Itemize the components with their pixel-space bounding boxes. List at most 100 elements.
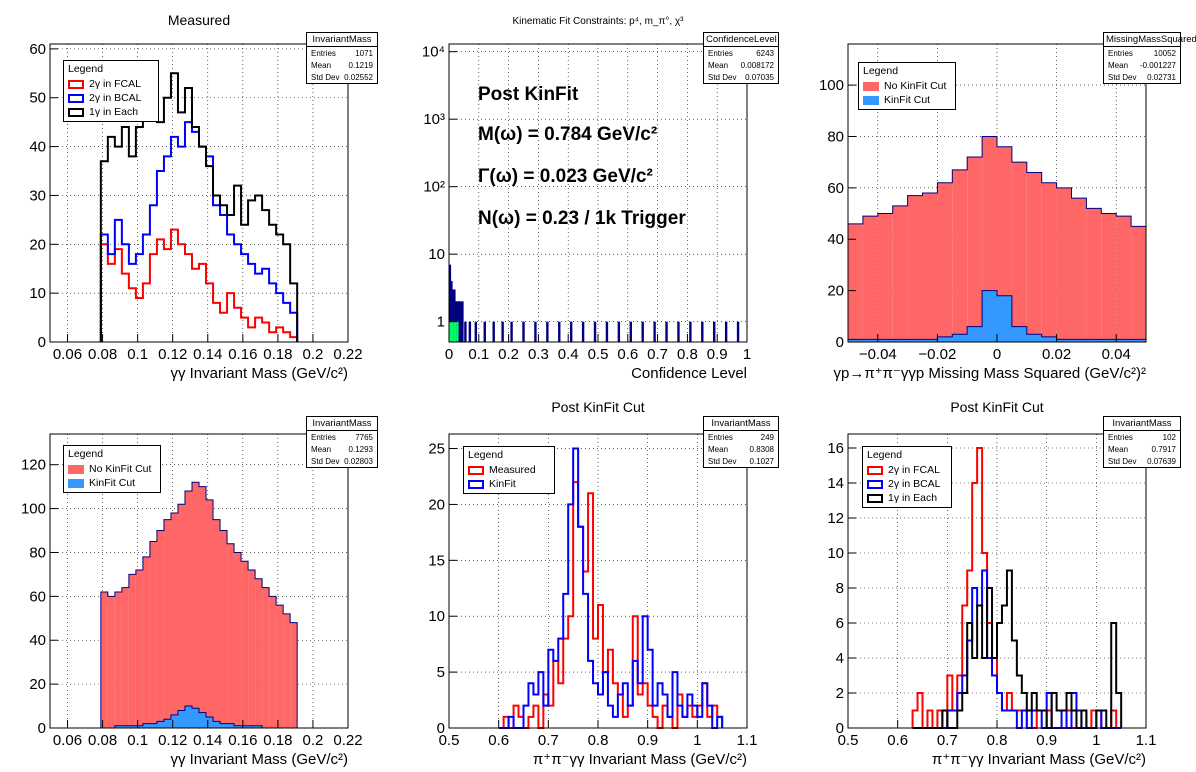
y-tick-label: 12 (827, 510, 844, 527)
x-tick-label: 0.18 (263, 346, 292, 363)
bar-nokinfit (276, 605, 284, 728)
bar-confidence (665, 321, 668, 342)
stats-key: Mean (708, 445, 729, 454)
stats-value: 7765 (355, 433, 373, 442)
bar-kinfit (1101, 339, 1117, 342)
y-tick-label: 20 (29, 236, 46, 253)
x-tick-label: 0.1 (127, 346, 148, 363)
bar-confidence (724, 321, 728, 342)
bar-kinfit (177, 710, 185, 728)
bar-confidence (736, 321, 740, 342)
x-tick-label: 0.9 (707, 346, 728, 363)
bar-kinfit (220, 723, 228, 728)
x-tick-label: 0.22 (333, 346, 362, 363)
bar-kinfit (1041, 336, 1057, 342)
bar-confidence (558, 321, 561, 342)
bar-confidence (449, 321, 452, 342)
bar-kinfit (1026, 334, 1042, 342)
stats-key: Std Dev (1108, 73, 1137, 82)
bar-kinfit (213, 721, 221, 728)
x-tick-label: 1 (743, 346, 751, 363)
x-tick-label: 0.5 (588, 346, 609, 363)
legend-box: Legend 2γ in FCAL 2γ in BCAL 1γ in Each (862, 446, 952, 508)
bar-kinfit (170, 714, 178, 728)
x-axis-label: π⁺π⁻γγ Invariant Mass (GeV/c²) (533, 751, 747, 768)
x-tick-label: 0.1 (127, 732, 148, 749)
bar-confidence (450, 281, 453, 342)
y-tick-label: 0 (38, 334, 46, 351)
y-tick-label: 20 (29, 676, 46, 693)
legend-box: Legend 2γ in FCAL 2γ in BCAL 1γ in Each (63, 60, 159, 122)
bar-nokinfit (199, 486, 207, 728)
bar-kinfit (234, 725, 242, 728)
x-tick-label: 0.8 (677, 346, 698, 363)
bar-nokinfit (206, 499, 214, 728)
y-tick-label: 0 (836, 334, 844, 351)
bar-nokinfit (1011, 162, 1027, 342)
bar-nokinfit (255, 578, 263, 728)
series-outline (847, 135, 1147, 342)
panel-3: −0.04 −0.02 0 0.02 0.04 0 20 40 60 80 100 γp→π⁺π⁻γγ… (819, 43, 1147, 382)
stats-box-title: InvariantMass (704, 417, 778, 431)
x-tick-label: −0.04 (859, 346, 897, 363)
legend-entry: 2γ in BCAL (68, 91, 154, 105)
stats-box: InvariantMass Entries 7765 Mean 0.1293 Std De… (306, 416, 378, 468)
y-tick-label: 15 (428, 552, 445, 569)
stats-box-title: InvariantMass (1104, 417, 1180, 431)
bar-nokinfit (967, 157, 983, 342)
bar-nokinfit (234, 552, 242, 728)
bar-kinfit (156, 721, 164, 728)
stats-box-title: InvariantMass (307, 33, 377, 47)
stats-value: -0.001227 (1139, 61, 1176, 70)
stats-value: 0.8308 (749, 445, 774, 454)
bar-confidence (713, 321, 716, 342)
x-axis-label: Confidence Level (631, 365, 747, 382)
x-tick-label: 1 (1092, 732, 1100, 749)
legend-label: 2γ in BCAL (89, 92, 142, 104)
bar-confidence (457, 301, 461, 342)
bar-kinfit (997, 295, 1012, 342)
x-tick-label: 0.8 (588, 732, 609, 749)
legend-entry: 1γ in Each (867, 491, 947, 505)
y-tick-label: 100 (819, 77, 844, 94)
legend-entry: 2γ in FCAL (68, 77, 154, 91)
bar-nokinfit (907, 195, 923, 342)
bar-kinfit (135, 725, 143, 728)
legend-swatch (863, 81, 879, 91)
bar-confidence (451, 321, 454, 342)
bar-kinfit (892, 339, 908, 342)
legend-swatch (867, 479, 883, 489)
stats-key: Entries (708, 433, 733, 442)
legend-label: 2γ in BCAL (888, 478, 941, 490)
bar-kinfit (1131, 339, 1146, 342)
stats-value: 0.02803 (344, 457, 373, 466)
legend-label: No KinFit Cut (89, 463, 152, 475)
x-tick-label: 1 (693, 732, 701, 749)
stats-value: 0.7917 (1151, 445, 1176, 454)
legend-swatch (68, 79, 84, 89)
x-tick-label: 0.6 (887, 732, 908, 749)
bar-nokinfit (1131, 226, 1146, 342)
bar-confidence (456, 321, 459, 342)
x-tick-label: 0.4 (558, 346, 579, 363)
bar-nokinfit (248, 570, 256, 728)
bar-nokinfit (1071, 198, 1087, 342)
y-tick-label: 5 (437, 664, 445, 681)
stats-box: InvariantMass Entries 1071 Mean 0.1219 Std De… (306, 32, 378, 84)
bar-confidence (605, 321, 609, 342)
legend-swatch (863, 95, 879, 105)
bar-confidence (453, 321, 457, 342)
stats-box: InvariantMass Entries 102 Mean 0.7917 Std Dev… (1103, 416, 1181, 468)
legend-swatch (68, 107, 84, 117)
bar-kinfit (199, 712, 207, 728)
y-tick-label: 40 (29, 632, 46, 649)
plot-frame (49, 433, 349, 729)
stats-key: Mean (311, 445, 332, 454)
x-tick-label: 0.9 (1036, 732, 1057, 749)
y-tick-label: 80 (29, 544, 46, 561)
x-axis-label: π⁺π⁻γγ Invariant Mass (GeV/c²) (932, 751, 1146, 768)
bar-confidence (546, 321, 549, 342)
bar-kinfit (862, 339, 878, 342)
overlay-text: N(ω) = 0.23 / 1k Trigger (478, 208, 686, 229)
panel-title: Post KinFit Cut (950, 399, 1043, 415)
